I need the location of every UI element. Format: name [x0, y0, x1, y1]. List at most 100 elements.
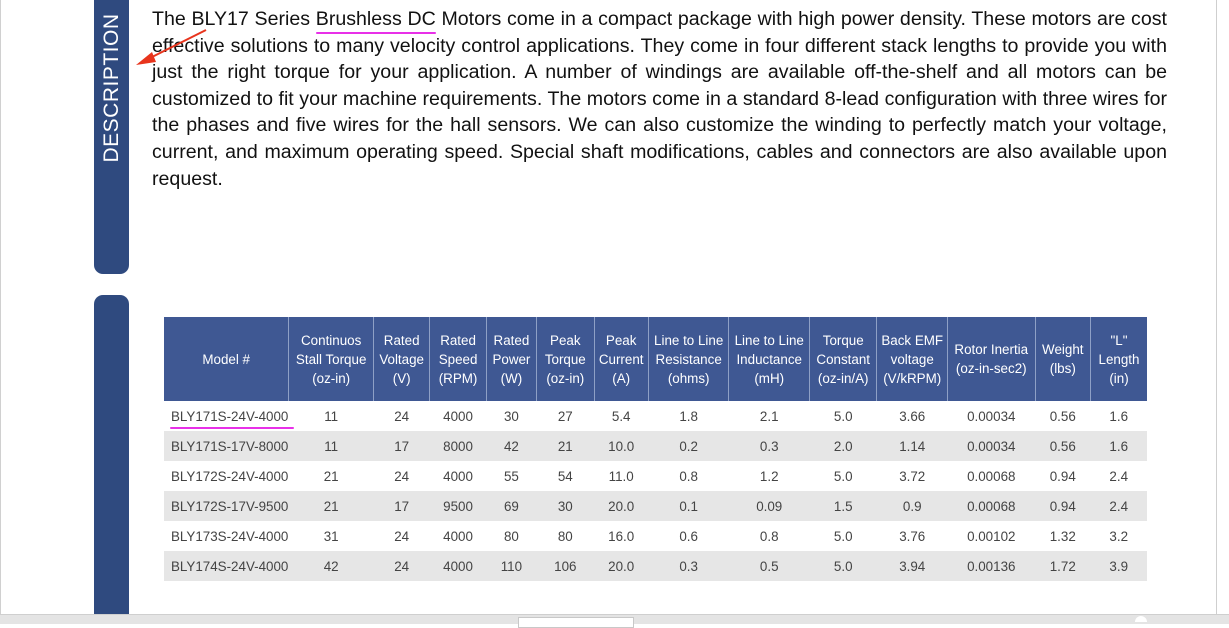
model-cell: BLY174S-24V-4000: [164, 551, 289, 581]
column-header: Line to Line Resistance (ohms): [647, 317, 729, 401]
model-number: BLY172S-17V-9500: [171, 498, 289, 514]
value-cell: 1.2: [759, 468, 779, 484]
value-cell: 2.1: [759, 408, 779, 424]
value-cell: 10.0: [594, 431, 649, 461]
value-cell: 30: [503, 408, 519, 424]
value-cell: 0.2: [648, 431, 729, 461]
value-cell: 0.00034: [947, 431, 1036, 461]
model-number: BLY171S-24V-4000: [171, 408, 289, 424]
value-cell: 1.5: [809, 491, 877, 521]
value-cell: 0.9: [876, 491, 948, 521]
column-header: Rotor Inertia (oz-in-sec2): [946, 317, 1036, 401]
value-cell: 1.6: [1109, 408, 1129, 424]
table-row: BLY172S-24V-4000 21 24 4000 55 54 11.0 0.8 1.2 5.…: [164, 461, 1147, 491]
viewer-indicator: [1135, 616, 1147, 622]
value-cell: 2.4: [1090, 491, 1147, 521]
value-cell: 17: [373, 491, 430, 521]
value-cell: 0.00136: [947, 551, 1036, 581]
value-cell: 3.9: [1090, 551, 1147, 581]
value-cell: 4000: [429, 551, 487, 581]
value-cell: 0.94: [1049, 468, 1076, 484]
value-cell: 0.56: [1049, 408, 1076, 424]
column-header: Back EMF voltage (V/kRPM): [876, 317, 948, 401]
value-cell: 5.0: [833, 468, 853, 484]
value-cell: 0.00102: [967, 528, 1016, 544]
value-cell: 24: [394, 408, 410, 424]
value-cell: 4000: [443, 408, 473, 424]
value-cell: 3.76: [899, 528, 926, 544]
value-cell: 4000: [443, 468, 473, 484]
model-number: BLY174S-24V-4000: [171, 558, 289, 574]
table-header-row: Model # Continuos Stall Torque (oz-in) Rat…: [164, 317, 1147, 401]
table-row: BLY172S-17V-9500 21 17 9500 69 30 20.0 0.1 0.09 1…: [164, 491, 1147, 521]
value-cell: 24: [394, 468, 410, 484]
value-cell: 2.4: [1109, 468, 1129, 484]
value-cell: 24: [394, 528, 410, 544]
value-cell: 0.94: [1035, 491, 1091, 521]
value-cell: 54: [557, 468, 573, 484]
value-cell: 5.0: [833, 528, 853, 544]
value-cell: 1.6: [1090, 431, 1147, 461]
model-number: BLY173S-24V-4000: [171, 528, 289, 544]
description-text: The: [152, 8, 192, 30]
value-cell: 9500: [429, 491, 487, 521]
page-edge: [0, 0, 1, 623]
value-cell: 0.8: [679, 468, 698, 484]
model-cell: BLY171S-24V-4000: [164, 401, 289, 431]
column-header: Rated Power (W): [485, 317, 537, 401]
column-header: "L" Length (in): [1089, 317, 1147, 401]
description-side-label: DESCRIPTION: [100, 13, 123, 163]
table-row: BLY171S-17V-8000 11 17 8000 42 21 10.0 0.2 0.3 2.…: [164, 431, 1147, 461]
value-cell: 17: [373, 431, 430, 461]
column-header: Peak Torque (oz-in): [536, 317, 594, 401]
table-row: BLY174S-24V-4000 42 24 4000 110 106 20.0 0.3 0.5…: [164, 551, 1147, 581]
value-cell: 20.0: [594, 551, 649, 581]
value-cell: 16.0: [608, 528, 635, 544]
value-cell: 27: [557, 408, 573, 424]
value-cell: 21: [288, 491, 374, 521]
value-cell: 106: [536, 551, 594, 581]
value-cell: 3.66: [899, 408, 926, 424]
value-cell: 0.8: [759, 528, 779, 544]
value-cell: 80: [503, 528, 519, 544]
value-cell: 80: [557, 528, 573, 544]
value-cell: 42: [288, 551, 374, 581]
column-header: Torque Constant (oz-in/A): [808, 317, 877, 401]
value-cell: 31: [323, 528, 339, 544]
value-cell: 5.0: [809, 551, 877, 581]
description-text: Motors come in a compact package with hi…: [152, 8, 1167, 190]
value-cell: 4000: [443, 528, 473, 544]
value-cell: 3.94: [876, 551, 948, 581]
value-cell: 30: [536, 491, 594, 521]
value-cell: 0.1: [648, 491, 729, 521]
column-header-model: Model #: [164, 317, 289, 401]
column-header: Rated Voltage (V): [372, 317, 430, 401]
highlighted-phrase: Brushless DC: [315, 8, 436, 30]
value-cell: 0.3: [728, 431, 810, 461]
value-cell: 21: [536, 431, 594, 461]
model-cell: BLY172S-24V-4000: [164, 461, 289, 491]
model-cell: BLY172S-17V-9500: [164, 491, 289, 521]
value-cell: 0.00068: [967, 468, 1016, 484]
value-cell: 8000: [429, 431, 487, 461]
value-cell: 11: [288, 431, 374, 461]
value-cell: 0.6: [679, 528, 698, 544]
value-cell: 11.0: [608, 468, 634, 484]
model-cell: BLY171S-17V-8000: [164, 431, 289, 461]
table-row: BLY171S-24V-4000 11 24 4000 30 27 5.4 1.8 2.1 5.0…: [164, 401, 1147, 431]
model-number: BLY172S-24V-4000: [171, 468, 289, 484]
value-cell: 42: [486, 431, 537, 461]
value-cell: 55: [503, 468, 519, 484]
column-header: Continuos Stall Torque (oz-in): [288, 317, 374, 401]
value-cell: 1.8: [679, 408, 698, 424]
page-edge: [1216, 0, 1217, 615]
series-name: BLY17: [191, 8, 249, 30]
value-cell: 69: [486, 491, 537, 521]
specs-side-tab: [94, 295, 129, 623]
value-cell: 11: [324, 408, 339, 424]
value-cell: 3.72: [899, 468, 926, 484]
value-cell: 1.14: [876, 431, 948, 461]
value-cell: 0.00068: [947, 491, 1036, 521]
value-cell: 1.32: [1049, 528, 1076, 544]
value-cell: 0.00034: [967, 408, 1016, 424]
